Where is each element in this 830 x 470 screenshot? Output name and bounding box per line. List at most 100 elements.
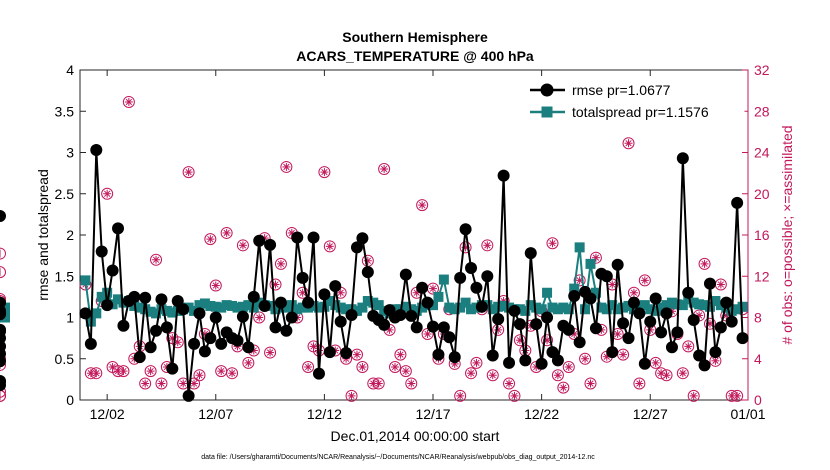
rmse-point bbox=[486, 349, 499, 362]
obs-asterisk-stroke bbox=[283, 163, 290, 171]
obs-asterisk-stroke bbox=[457, 392, 464, 400]
y-tick-label: 3.5 bbox=[55, 103, 75, 119]
rmse-point bbox=[345, 309, 358, 322]
obs-asterisk-stroke bbox=[560, 384, 567, 391]
obs-possible-point bbox=[182, 166, 195, 179]
obs-possible-point bbox=[405, 377, 418, 390]
totalspread-point bbox=[656, 302, 667, 313]
obs-possible-point bbox=[551, 369, 564, 382]
totalspread-point bbox=[601, 304, 612, 315]
totalspread-point bbox=[574, 242, 585, 253]
totalspread-point bbox=[498, 300, 509, 311]
obs-possible-point bbox=[0, 247, 6, 260]
rmse-point bbox=[660, 307, 673, 320]
totalspread-point bbox=[433, 291, 444, 302]
obs-assimilated-point bbox=[613, 330, 622, 338]
totalspread-point bbox=[618, 302, 629, 313]
totalspread-point bbox=[455, 302, 466, 313]
rmse-point bbox=[649, 292, 662, 305]
totalspread-point bbox=[688, 297, 699, 308]
rmse-series bbox=[0, 144, 749, 402]
obs-possible-point bbox=[573, 274, 586, 287]
legend-rmse-label: rmse pr=1.0677 bbox=[572, 82, 671, 98]
obs-assimilated-point bbox=[124, 97, 133, 106]
totalspread-point bbox=[542, 287, 553, 298]
x-ticks: 12/02 12/07 12/12 12/17 12/22 12/27 01/01 bbox=[90, 70, 766, 422]
obs-assimilated-point bbox=[456, 391, 465, 400]
rmse-point bbox=[356, 232, 369, 245]
obs-assimilated-point bbox=[619, 350, 628, 359]
obs-asterisk-stroke bbox=[256, 314, 263, 321]
obs-assimilated-point bbox=[320, 168, 329, 177]
rmse-point bbox=[302, 296, 315, 309]
obs-possible-point bbox=[557, 381, 570, 394]
obs-assimilated-point bbox=[325, 242, 334, 251]
obs-possible-point bbox=[486, 369, 499, 382]
obs-assimilated-point bbox=[472, 358, 481, 367]
obs-assimilated-point bbox=[467, 369, 476, 378]
totalspread-point bbox=[362, 296, 373, 306]
totalspread-point bbox=[145, 306, 156, 317]
obs-asterisk-stroke bbox=[587, 380, 594, 387]
obs-asterisk-stroke bbox=[185, 168, 192, 176]
y2-axis-label: # of obs: o=possible; ×=assimilated bbox=[779, 125, 795, 344]
obs-asterisk-stroke bbox=[266, 349, 274, 356]
obs-asterisk-stroke bbox=[565, 363, 572, 371]
rmse-point bbox=[503, 356, 516, 369]
obs-assimilated-point bbox=[564, 363, 573, 371]
obs-assimilated-point bbox=[217, 367, 226, 376]
obs-possible-point bbox=[0, 358, 6, 371]
totalspread-point bbox=[504, 302, 515, 313]
y-tick-label: 1.5 bbox=[55, 268, 75, 284]
rmse-point bbox=[215, 337, 228, 350]
rmse-point bbox=[497, 169, 510, 182]
obs-asterisk-stroke bbox=[158, 380, 165, 387]
rmse-point bbox=[177, 303, 190, 316]
totalspread-point bbox=[563, 304, 574, 315]
obs-asterisk-stroke bbox=[326, 243, 333, 250]
rmse-point bbox=[492, 313, 505, 326]
totalspread-point bbox=[661, 300, 672, 311]
rmse-point bbox=[562, 323, 575, 336]
obs-assimilated-point bbox=[559, 383, 568, 392]
obs-assimilated-point bbox=[396, 350, 405, 359]
rmse-point bbox=[584, 292, 597, 305]
rmse-point bbox=[291, 231, 304, 244]
rmse-point bbox=[687, 313, 700, 326]
totalspread-point bbox=[140, 304, 151, 315]
rmse-point bbox=[264, 238, 277, 251]
obs-assimilated-point bbox=[505, 379, 514, 388]
rmse-point bbox=[329, 280, 342, 293]
x-tick-label: 12/07 bbox=[198, 406, 233, 422]
rmse-point bbox=[665, 341, 678, 354]
rmse-point bbox=[361, 266, 374, 279]
obs-assimilated-point bbox=[304, 363, 313, 371]
obs-asterisk-stroke bbox=[625, 140, 632, 147]
legend: rmse pr=1.0677 totalspread pr=1.1576 bbox=[519, 77, 745, 123]
obs-asterisk-stroke bbox=[690, 392, 697, 400]
obs-possible-point bbox=[459, 241, 472, 254]
obs-assimilated-point bbox=[494, 325, 503, 334]
obs-possible-point bbox=[155, 377, 168, 390]
obs-assimilated-point bbox=[374, 379, 383, 388]
obs-asterisk-stroke bbox=[685, 343, 692, 350]
y2-tick-label: 20 bbox=[754, 186, 770, 202]
obs-assimilated-point bbox=[429, 284, 438, 293]
totalspread-point bbox=[666, 297, 677, 308]
obs-asterisk-stroke bbox=[511, 392, 518, 400]
y2-tick-label: 0 bbox=[754, 392, 762, 408]
obs-assimilated-point bbox=[553, 371, 562, 380]
obs-possible-point bbox=[302, 361, 315, 373]
obs-possible-point bbox=[209, 279, 222, 292]
obs-possible-point bbox=[318, 166, 331, 179]
obs-asterisk-stroke bbox=[180, 380, 187, 387]
rmse-point bbox=[568, 290, 581, 303]
obs-possible-point bbox=[731, 389, 744, 402]
obs-asterisk-stroke bbox=[190, 380, 198, 387]
totalspread-point bbox=[639, 300, 650, 311]
totalspread-point bbox=[161, 305, 172, 316]
obs-possible-point bbox=[589, 251, 602, 264]
obs-assimilated-point bbox=[380, 165, 389, 173]
x-tick-label: 12/12 bbox=[307, 406, 342, 422]
obs-assimilated-point bbox=[418, 201, 427, 210]
